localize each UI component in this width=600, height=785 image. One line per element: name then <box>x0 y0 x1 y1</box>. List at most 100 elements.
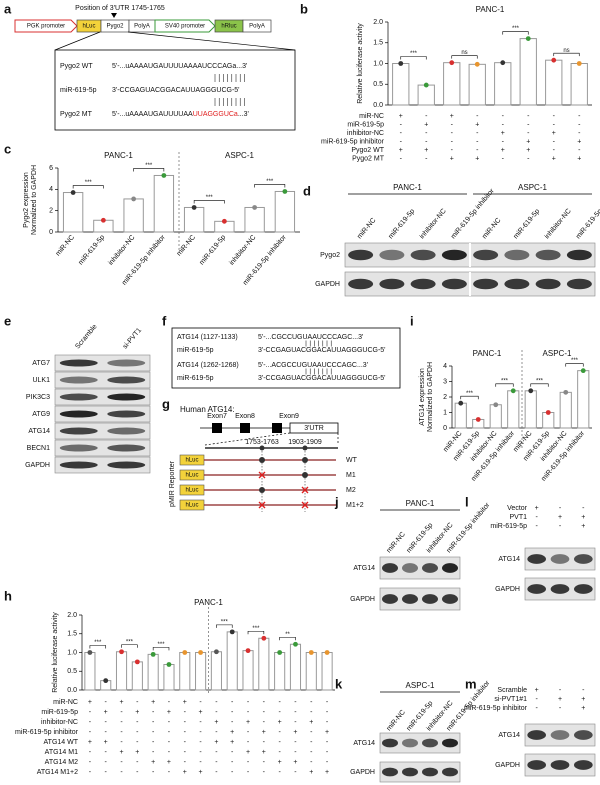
condition-sign: - <box>578 121 581 128</box>
mutation-x <box>258 471 266 479</box>
condition-sign: - <box>400 155 403 162</box>
site-name: miR-619-5p <box>177 375 214 382</box>
band <box>535 278 561 290</box>
condition-sign: - <box>310 699 313 706</box>
band <box>527 554 547 564</box>
data-point <box>398 61 404 66</box>
side-label: pMIR Reporter <box>169 460 176 507</box>
condition-name: miR-619-5p inhibitor <box>321 138 385 145</box>
condition-sign: - <box>278 699 281 706</box>
bar <box>274 190 296 233</box>
panel-letter: i <box>410 313 414 328</box>
band <box>402 767 418 777</box>
bar <box>242 650 254 691</box>
site-box <box>171 327 401 389</box>
sequence-start: 5'-...uAAAAUGAUUUUAA <box>112 111 193 118</box>
sequence: 5'-...CGCCUGUAAUCCCAGC...3' <box>258 334 363 341</box>
condition-sign: - <box>476 147 479 154</box>
y-tick-label: 0.5 <box>67 668 77 675</box>
seq-name: Pygo2 MT <box>60 111 93 118</box>
condition-sign: - <box>578 113 581 120</box>
condition-sign: - <box>553 147 556 154</box>
condition-sign: - <box>152 739 155 746</box>
y-axis-label: ATG14 expression <box>419 368 426 426</box>
y-tick-label: 0 <box>49 229 53 236</box>
mutation-x <box>301 501 309 509</box>
sig-bracket <box>530 383 549 387</box>
condition-name: inhibitor-NC <box>347 130 384 137</box>
condition-sign: - <box>120 729 123 736</box>
sig-bracket <box>451 55 478 59</box>
band <box>382 563 398 573</box>
condition-sign: + <box>526 138 530 145</box>
band <box>107 359 146 367</box>
condition-sign: - <box>215 759 218 766</box>
condition-sign: + <box>501 130 505 137</box>
condition-sign: - <box>527 155 530 162</box>
y-tick-label: 2.0 <box>67 612 77 619</box>
group-title: PANC-1 <box>104 151 133 160</box>
data-point <box>449 60 455 66</box>
condition-sign: + <box>526 147 530 154</box>
band <box>59 461 98 469</box>
condition-sign: - <box>168 699 171 706</box>
mutation: UUAGGGUCa <box>193 111 238 118</box>
construct-name: WT <box>346 457 358 464</box>
band <box>107 444 146 452</box>
condition-sign: - <box>326 699 329 706</box>
site-name: ATG14 (1262-1268) <box>177 362 239 369</box>
data-point <box>580 368 586 374</box>
band <box>527 584 547 594</box>
condition-sign: - <box>553 138 556 145</box>
protein-label: ATG7 <box>32 360 50 367</box>
bar <box>163 664 175 691</box>
y-axis-label: Pygo2 expression <box>23 172 30 228</box>
sequence: 5'-...uAAAAUGAUUUUAAAAUCCCAGa...3' <box>112 63 247 70</box>
band <box>348 249 374 261</box>
sig-bracket <box>193 200 225 204</box>
band <box>473 249 499 261</box>
band <box>59 427 98 435</box>
y-tick-label: 0 <box>443 425 447 432</box>
band <box>59 393 98 401</box>
panel-letter: e <box>4 313 11 328</box>
condition-sign: + <box>230 729 234 736</box>
band <box>107 376 146 384</box>
condition-sign: - <box>247 729 250 736</box>
condition-sign: - <box>168 749 171 756</box>
band <box>379 249 405 261</box>
condition-sign: - <box>184 759 187 766</box>
data-point <box>150 651 156 657</box>
lane-label: miR-NC <box>356 217 377 241</box>
condition-sign: - <box>184 739 187 746</box>
construct-box <box>242 19 272 33</box>
bar <box>179 652 191 691</box>
condition-sign: + <box>135 749 139 756</box>
y-tick-label: 2.0 <box>373 19 383 26</box>
protein-label: ATG14 <box>498 732 520 739</box>
band <box>550 730 570 740</box>
panel-letter: f <box>162 313 167 328</box>
data-point <box>277 650 283 655</box>
seq-name: miR-619-5p <box>60 87 97 94</box>
condition-name: ATG14 M2 <box>45 759 78 766</box>
condition-sign: - <box>278 729 281 736</box>
sig-bracket <box>565 363 584 367</box>
band <box>535 249 561 261</box>
bar <box>84 652 96 691</box>
sig-label: *** <box>512 26 520 32</box>
band <box>59 376 98 384</box>
condition-name: miR-619-5p <box>490 523 527 530</box>
band <box>441 249 467 261</box>
site-dot <box>302 457 308 463</box>
condition-name: ATG14 M1 <box>45 749 78 756</box>
construct-name: M1 <box>346 472 356 479</box>
data-point <box>475 417 481 422</box>
data-point <box>221 218 227 224</box>
condition-sign: - <box>152 769 155 776</box>
sig-bracket <box>553 52 580 57</box>
sequence-end: ...3' <box>238 111 249 118</box>
condition-sign: + <box>293 729 297 736</box>
band <box>59 444 98 452</box>
condition-sign: - <box>215 709 218 716</box>
